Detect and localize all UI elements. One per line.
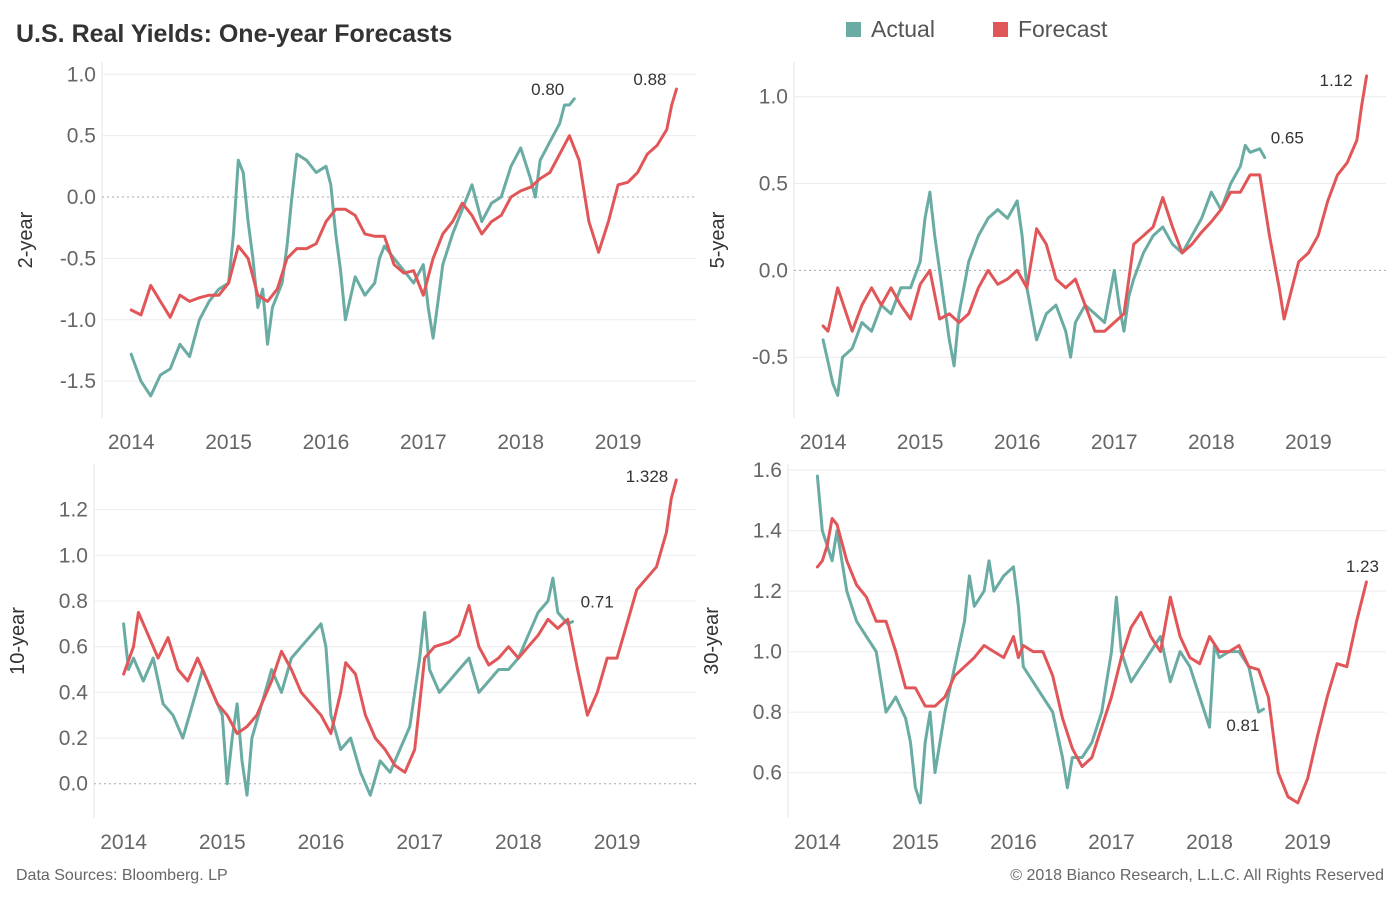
y-tick-label: -0.5	[60, 247, 96, 270]
y-tick-label: 1.0	[753, 641, 782, 664]
series-line-actual	[815, 474, 1265, 805]
legend-item-forecast[interactable]: Forecast	[992, 16, 1108, 43]
x-tick-label: 2017	[396, 831, 443, 854]
series-line-actual	[122, 576, 575, 797]
y-tick-label: 1.6	[753, 459, 782, 482]
y-tick-label: 1.2	[753, 580, 782, 603]
x-tick-label: 2014	[100, 831, 147, 854]
x-tick-label: 2015	[205, 431, 252, 454]
legend-item-actual[interactable]: Actual	[846, 16, 935, 43]
y-tick-label: -1.0	[60, 309, 96, 332]
y-tick-label: 0.6	[59, 636, 88, 659]
copyright: © 2018 Bianco Research, L.L.C. All Right…	[1010, 867, 1384, 884]
series-line-actual	[129, 97, 576, 398]
y-tick-label: 0.4	[59, 681, 89, 704]
x-tick-label: 2018	[495, 831, 542, 854]
data-label: 1.12	[1319, 71, 1352, 90]
series-line-forecast	[122, 478, 678, 774]
y-axis-title: 5-year	[707, 211, 729, 268]
y-axis-title: 30-year	[701, 607, 723, 675]
y-tick-label: 0.0	[67, 186, 96, 209]
x-tick-label: 2015	[199, 831, 246, 854]
y-tick-label: 1.0	[759, 86, 788, 109]
x-tick-label: 2018	[497, 431, 544, 454]
y-tick-label: 0.0	[59, 773, 88, 796]
y-tick-label: 0.2	[59, 727, 88, 750]
chart-panel-10-year: 1.2 1.0 0.8 0.6 0.4 0.2 0.0 2014 2015 2016 2017 201…	[7, 464, 696, 854]
series-line-forecast	[815, 517, 1368, 805]
legend: Actual Forecast	[846, 16, 1107, 43]
x-tick-label: 2014	[794, 831, 841, 854]
y-tick-label: 0.6	[753, 762, 782, 785]
y-tick-label: 0.8	[753, 701, 782, 724]
x-tick-label: 2019	[1285, 431, 1332, 454]
y-tick-label: -1.5	[60, 370, 96, 393]
x-tick-label: 2015	[892, 831, 939, 854]
y-tick-label: 1.2	[59, 499, 88, 522]
x-tick-label: 2016	[990, 831, 1037, 854]
data-source: Data Sources: Bloomberg. LP	[16, 867, 228, 884]
x-tick-label: 2016	[994, 431, 1041, 454]
x-tick-label: 2016	[298, 831, 345, 854]
data-label: 0.71	[581, 593, 614, 612]
series-line-forecast	[129, 87, 678, 319]
y-tick-label: 0.8	[59, 590, 88, 613]
data-label: 0.80	[531, 80, 564, 99]
x-tick-label: 2015	[897, 431, 944, 454]
data-label: 0.65	[1271, 129, 1304, 148]
data-label: 1.328	[626, 467, 669, 486]
y-tick-label: 1.0	[59, 544, 88, 567]
x-tick-label: 2018	[1186, 831, 1233, 854]
y-tick-label: 0.0	[759, 259, 788, 282]
x-tick-label: 2014	[800, 431, 847, 454]
chart-panel-30-year: 1.6 1.4 1.2 1.0 0.8 0.6 2014 2015 2016 2017 2018 20…	[701, 459, 1386, 854]
x-tick-label: 2018	[1188, 431, 1235, 454]
chart-panel-2-year: 1.0 0.5 0.0 -0.5 -1.0 -1.5 2014 2015 2016 2017 201…	[15, 62, 696, 454]
x-tick-label: 2017	[1091, 431, 1138, 454]
y-tick-label: -0.5	[752, 346, 788, 369]
series-line-actual	[821, 143, 1267, 397]
x-tick-label: 2014	[108, 431, 155, 454]
x-tick-label: 2017	[400, 431, 447, 454]
chart-title: U.S. Real Yields: One-year Forecasts	[16, 20, 453, 48]
x-tick-label: 2019	[1284, 831, 1331, 854]
data-label: 0.81	[1226, 716, 1259, 735]
y-tick-label: 0.5	[759, 173, 788, 196]
y-tick-label: 0.5	[67, 125, 96, 148]
legend-swatch-actual	[846, 22, 861, 37]
y-tick-label: 1.0	[67, 63, 96, 86]
legend-swatch-forecast	[992, 22, 1008, 37]
legend-label-forecast: Forecast	[1017, 16, 1108, 42]
y-axis-title: 2-year	[15, 211, 37, 268]
x-tick-label: 2019	[595, 431, 642, 454]
data-label: 0.88	[633, 70, 666, 89]
x-tick-label: 2019	[594, 831, 641, 854]
data-label: 1.23	[1346, 557, 1379, 576]
x-tick-label: 2017	[1088, 831, 1135, 854]
y-tick-label: 1.4	[753, 520, 783, 543]
series-line-forecast	[821, 74, 1369, 333]
chart-panel-5-year: 1.0 0.5 0.0 -0.5 2014 2015 2016 2017 2018 2019 5-y…	[707, 62, 1386, 454]
y-axis-title: 10-year	[7, 607, 29, 675]
legend-label-actual: Actual	[871, 16, 935, 42]
x-tick-label: 2016	[303, 431, 350, 454]
